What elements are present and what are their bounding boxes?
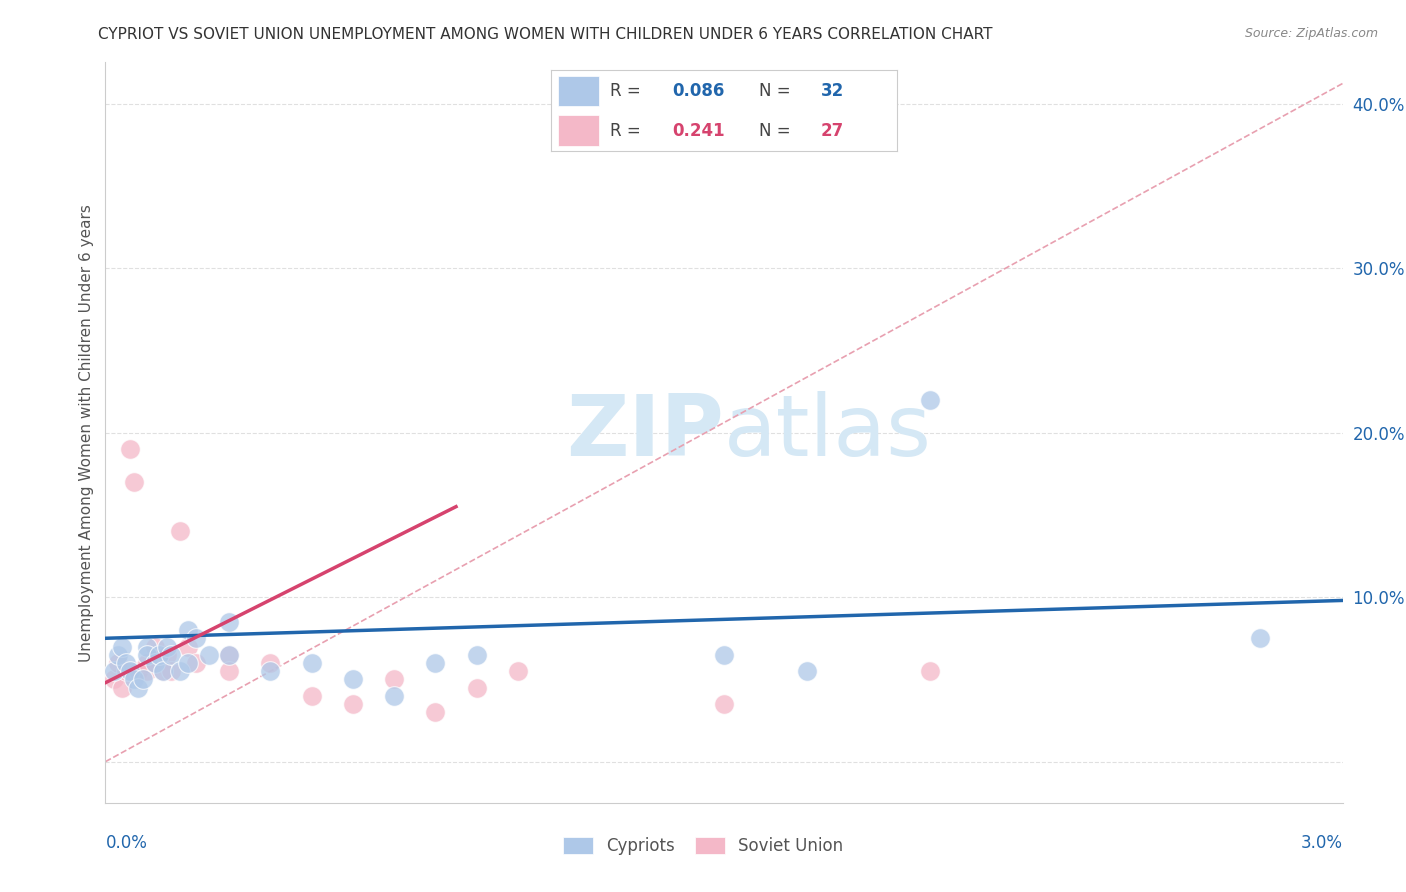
- Point: [342, 697, 364, 711]
- Text: ZIP: ZIP: [567, 391, 724, 475]
- Point: [107, 648, 129, 662]
- Point: [152, 664, 174, 678]
- Point: [143, 656, 166, 670]
- Point: [143, 640, 166, 654]
- Point: [152, 664, 174, 678]
- Point: [124, 673, 146, 687]
- Point: [259, 664, 281, 678]
- Text: CYPRIOT VS SOVIET UNION UNEMPLOYMENT AMONG WOMEN WITH CHILDREN UNDER 6 YEARS COR: CYPRIOT VS SOVIET UNION UNEMPLOYMENT AMO…: [98, 27, 993, 42]
- Text: Source: ZipAtlas.com: Source: ZipAtlas.com: [1244, 27, 1378, 40]
- Point: [382, 689, 405, 703]
- Point: [382, 673, 405, 687]
- Point: [135, 640, 157, 654]
- Point: [218, 648, 240, 662]
- Point: [301, 656, 323, 670]
- Point: [120, 664, 142, 678]
- Point: [107, 656, 129, 670]
- Point: [135, 664, 157, 678]
- Point: [103, 673, 125, 687]
- Point: [465, 648, 488, 662]
- Point: [120, 442, 142, 456]
- Y-axis label: Unemployment Among Women with Children Under 6 years: Unemployment Among Women with Children U…: [79, 203, 94, 662]
- Point: [425, 656, 447, 670]
- Point: [1249, 632, 1271, 646]
- Point: [148, 648, 170, 662]
- Point: [425, 706, 447, 720]
- Point: [111, 640, 134, 654]
- Text: atlas: atlas: [724, 391, 932, 475]
- Point: [169, 524, 191, 539]
- Point: [135, 656, 157, 670]
- Point: [135, 648, 157, 662]
- Point: [156, 648, 179, 662]
- Point: [301, 689, 323, 703]
- Point: [103, 664, 125, 678]
- Point: [160, 648, 183, 662]
- Point: [160, 664, 183, 678]
- Point: [465, 681, 488, 695]
- Point: [186, 656, 208, 670]
- Point: [127, 681, 149, 695]
- Point: [115, 656, 138, 670]
- Point: [218, 615, 240, 629]
- Point: [156, 640, 179, 654]
- Point: [218, 664, 240, 678]
- Point: [131, 673, 153, 687]
- Text: 0.0%: 0.0%: [105, 834, 148, 852]
- Point: [796, 664, 818, 678]
- Point: [169, 664, 191, 678]
- Point: [127, 664, 149, 678]
- Point: [713, 648, 735, 662]
- Point: [177, 623, 200, 637]
- Point: [186, 632, 208, 646]
- Point: [197, 648, 219, 662]
- Point: [920, 664, 942, 678]
- Point: [124, 475, 146, 489]
- Point: [111, 681, 134, 695]
- Point: [342, 673, 364, 687]
- Text: 3.0%: 3.0%: [1301, 834, 1343, 852]
- Legend: Cypriots, Soviet Union: Cypriots, Soviet Union: [555, 830, 851, 862]
- Point: [259, 656, 281, 670]
- Point: [713, 697, 735, 711]
- Point: [177, 656, 200, 670]
- Point: [115, 664, 138, 678]
- Point: [920, 392, 942, 407]
- Point: [218, 648, 240, 662]
- Point: [506, 664, 529, 678]
- Point: [177, 640, 200, 654]
